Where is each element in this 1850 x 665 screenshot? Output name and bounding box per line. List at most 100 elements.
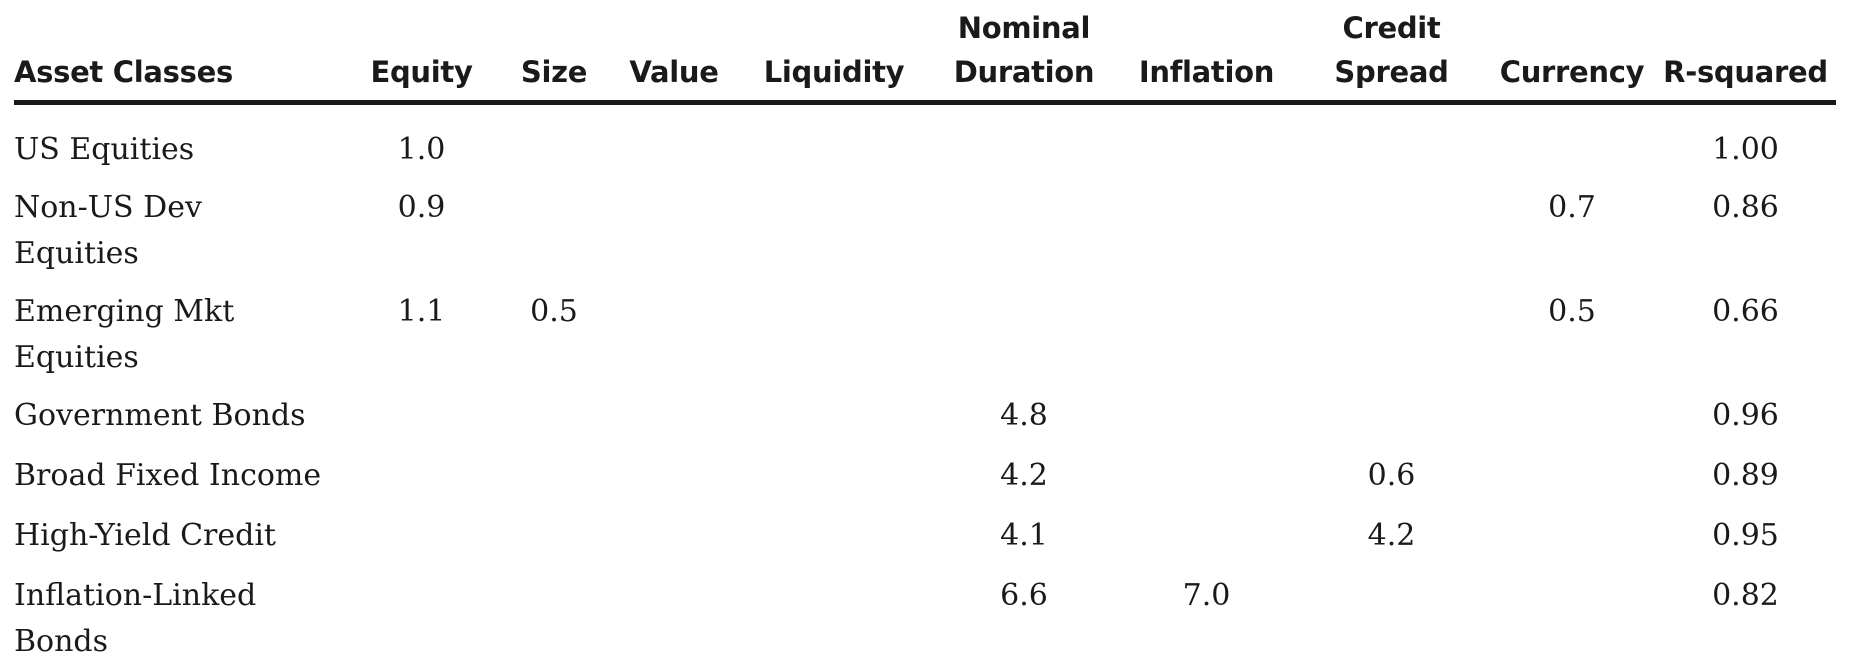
cell-equity: 1.0 xyxy=(344,103,499,174)
cell-credit-spread: 0.6 xyxy=(1294,441,1489,501)
cell-size xyxy=(499,173,609,277)
asset-class-name-line: Equities xyxy=(14,340,139,375)
cell-currency xyxy=(1489,381,1655,441)
cell-inflation: 7.0 xyxy=(1119,561,1294,665)
column-header-inflation: Inflation xyxy=(1119,0,1294,103)
cell-equity xyxy=(344,441,499,501)
column-header-text: Nominal xyxy=(958,11,1090,45)
cell-value xyxy=(609,173,739,277)
cell-liquidity xyxy=(739,441,929,501)
cell-value xyxy=(609,381,739,441)
cell-credit-spread xyxy=(1294,381,1489,441)
cell-inflation xyxy=(1119,441,1294,501)
asset-class-name-line: Inflation-Linked xyxy=(14,578,256,613)
cell-currency xyxy=(1489,441,1655,501)
cell-currency: 0.7 xyxy=(1489,173,1655,277)
cell-inflation xyxy=(1119,103,1294,174)
asset-class-name: Government Bonds xyxy=(14,381,344,441)
cell-equity xyxy=(344,561,499,665)
cell-nominal-duration: 4.1 xyxy=(929,501,1119,561)
cell-credit-spread xyxy=(1294,561,1489,665)
column-header-equity: Equity xyxy=(344,0,499,103)
column-header-nominal-duration: Nominal Duration xyxy=(929,0,1119,103)
cell-size xyxy=(499,501,609,561)
cell-liquidity xyxy=(739,561,929,665)
table-row: High-Yield Credit 4.1 4.2 0.95 xyxy=(14,501,1836,561)
cell-size xyxy=(499,441,609,501)
column-header-value: Value xyxy=(609,0,739,103)
column-header-text: Inflation xyxy=(1139,55,1274,89)
cell-r-squared: 0.96 xyxy=(1655,381,1836,441)
cell-inflation xyxy=(1119,173,1294,277)
table-row: Government Bonds 4.8 0.96 xyxy=(14,381,1836,441)
cell-inflation xyxy=(1119,381,1294,441)
cell-r-squared: 1.00 xyxy=(1655,103,1836,174)
cell-size xyxy=(499,561,609,665)
cell-currency xyxy=(1489,561,1655,665)
column-header-text: Equity xyxy=(370,55,472,89)
asset-class-name-line: Non-US Dev xyxy=(14,190,202,225)
asset-class-name: Broad Fixed Income xyxy=(14,441,344,501)
cell-liquidity xyxy=(739,173,929,277)
cell-equity xyxy=(344,501,499,561)
cell-size xyxy=(499,381,609,441)
cell-nominal-duration: 4.8 xyxy=(929,381,1119,441)
cell-credit-spread xyxy=(1294,103,1489,174)
asset-class-name: US Equities xyxy=(14,103,344,174)
asset-class-name-line: Equities xyxy=(14,236,139,271)
column-header-asset-classes: Asset Classes xyxy=(14,0,344,103)
cell-equity xyxy=(344,381,499,441)
column-header-text: R-squared xyxy=(1663,55,1828,89)
column-header-liquidity: Liquidity xyxy=(739,0,929,103)
column-header-text: Value xyxy=(629,55,718,89)
cell-credit-spread xyxy=(1294,173,1489,277)
column-header-text: Size xyxy=(521,55,587,89)
cell-inflation xyxy=(1119,277,1294,381)
cell-currency xyxy=(1489,103,1655,174)
column-header-text: Currency xyxy=(1500,55,1645,89)
cell-size xyxy=(499,103,609,174)
cell-r-squared: 0.82 xyxy=(1655,561,1836,665)
column-header-currency: Currency xyxy=(1489,0,1655,103)
cell-value xyxy=(609,103,739,174)
column-header-text: Asset Classes xyxy=(14,55,233,89)
cell-nominal-duration: 4.2 xyxy=(929,441,1119,501)
asset-class-name-line: High-Yield Credit xyxy=(14,518,276,553)
cell-currency xyxy=(1489,501,1655,561)
column-header-text: Liquidity xyxy=(764,55,905,89)
cell-nominal-duration xyxy=(929,277,1119,381)
cell-value xyxy=(609,501,739,561)
column-header-text: Duration xyxy=(954,55,1095,89)
cell-liquidity xyxy=(739,501,929,561)
cell-equity: 0.9 xyxy=(344,173,499,277)
cell-value xyxy=(609,561,739,665)
cell-liquidity xyxy=(739,277,929,381)
cell-size: 0.5 xyxy=(499,277,609,381)
cell-nominal-duration xyxy=(929,173,1119,277)
cell-r-squared: 0.66 xyxy=(1655,277,1836,381)
asset-class-name: High-Yield Credit xyxy=(14,501,344,561)
header-row: Asset Classes Equity Size Value Liquidity Nom… xyxy=(14,0,1836,103)
cell-credit-spread: 4.2 xyxy=(1294,501,1489,561)
cell-value xyxy=(609,441,739,501)
cell-credit-spread xyxy=(1294,277,1489,381)
asset-class-name: Emerging Mkt Equities xyxy=(14,277,344,381)
column-header-text: Credit xyxy=(1342,11,1440,45)
factor-exposure-table: Asset Classes Equity Size Value Liquidity Nom… xyxy=(14,0,1836,665)
asset-class-name-line: Emerging Mkt xyxy=(14,294,234,329)
cell-r-squared: 0.95 xyxy=(1655,501,1836,561)
cell-equity: 1.1 xyxy=(344,277,499,381)
cell-currency: 0.5 xyxy=(1489,277,1655,381)
cell-value xyxy=(609,277,739,381)
cell-liquidity xyxy=(739,381,929,441)
asset-class-name-line: Broad Fixed Income xyxy=(14,458,321,493)
column-header-text: Spread xyxy=(1334,55,1448,89)
cell-r-squared: 0.86 xyxy=(1655,173,1836,277)
asset-class-name-line: Government Bonds xyxy=(14,398,306,433)
